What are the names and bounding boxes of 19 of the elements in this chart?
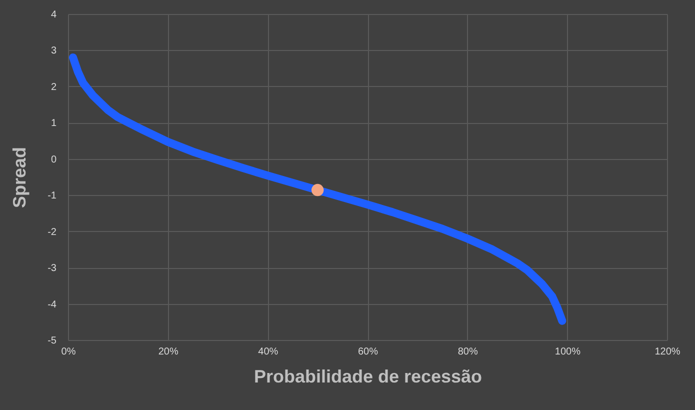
x-tick-label: 120% [654,346,680,358]
x-tick-label: 20% [158,346,178,358]
x-tick-label: 80% [458,346,478,358]
x-tick-label: 60% [358,346,378,358]
y-tick-label: 3 [50,46,57,57]
y-tick-label: -2 [48,226,57,238]
x-tick-label: 100% [554,346,581,358]
y-tick-label: -1 [48,190,57,202]
y-tick-label: 4 [50,10,57,20]
x-tick-label: 0% [61,346,76,358]
y-tick-label: -3 [48,263,57,274]
y-tick-label: 1 [50,118,57,130]
y-tick-label: -4 [48,299,57,310]
x-tick-label: 40% [258,346,278,358]
y-tick-label: -5 [48,336,57,346]
y-tick-label: 0 [50,154,57,166]
y-tick-label: 2 [50,82,57,93]
x-axis-title: Probabilidade de recessão [254,366,482,386]
y-axis-title: Spread [10,146,30,208]
